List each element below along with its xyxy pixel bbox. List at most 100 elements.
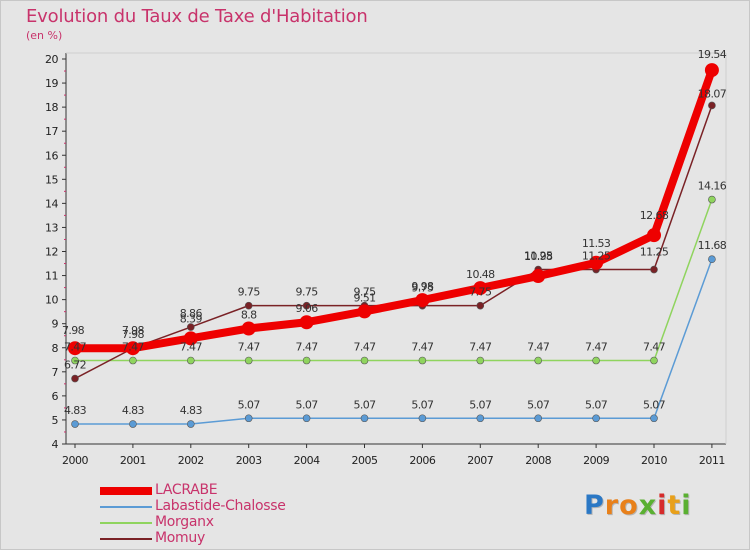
logo-letter: r [604, 490, 620, 521]
data-label-morganx: 7.47 [296, 341, 319, 354]
data-label-lacrabe: 7.98 [62, 324, 85, 337]
data-point-labastide-chalosse [650, 414, 658, 423]
y-tick-label: 6 [52, 390, 59, 403]
y-tick-label: 7 [52, 366, 59, 379]
data-label-labastide-chalosse: 4.83 [180, 404, 203, 417]
data-label-labastide-chalosse: 11.68 [698, 239, 727, 252]
x-tick-label: 2000 [62, 454, 88, 467]
x-tick-label: 2006 [409, 454, 435, 467]
data-point-lacrabe [125, 341, 140, 356]
data-point-momuy [244, 301, 253, 310]
data-label-morganx: 7.47 [353, 341, 376, 354]
data-label-momuy: 11.25 [582, 250, 611, 263]
data-label-morganx: 7.47 [585, 341, 608, 354]
data-label-lacrabe: 12.68 [640, 209, 669, 222]
x-tick-label: 2007 [467, 454, 493, 467]
x-tick-label: 2008 [525, 454, 551, 467]
logo-letter: x [638, 490, 658, 521]
data-label-labastide-chalosse: 4.83 [122, 404, 145, 417]
chart-subtitle: (en %) [26, 29, 63, 42]
proxiti-logo: Proxiti [584, 490, 692, 521]
data-label-lacrabe: 10.98 [524, 250, 553, 263]
data-point-lacrabe [704, 63, 719, 78]
axes: 4 5 6 7 8 9 10 11 12 13 14 15 16 17 18 19 20 2000 2001 2002… [45, 52, 727, 467]
data-point-labastide-chalosse [708, 255, 716, 264]
data-label-lacrabe: 8.39 [180, 312, 203, 325]
data-label-morganx: 7.47 [643, 341, 666, 354]
data-label-morganx: 7.47 [238, 341, 261, 354]
data-point-momuy [302, 301, 311, 310]
data-point-morganx [360, 356, 369, 365]
data-label-morganx: 7.47 [180, 341, 203, 354]
y-tick-label: 16 [45, 149, 58, 162]
data-point-lacrabe [241, 321, 256, 336]
y-tick-label: 20 [45, 53, 58, 66]
logo-letter: i [681, 490, 692, 521]
legend-label-morganx: Morganx [155, 514, 214, 530]
data-label-lacrabe: 7.98 [122, 324, 145, 337]
data-point-lacrabe [531, 269, 546, 284]
legend-label-momuy: Momuy [155, 530, 205, 546]
series-line-momuy [74, 104, 713, 380]
data-point-labastide-chalosse [534, 414, 543, 423]
y-tick-label: 13 [45, 221, 58, 234]
data-point-labastide-chalosse [476, 414, 485, 423]
x-tick-label: 2009 [583, 454, 609, 467]
x-tick-label: 2010 [641, 454, 667, 467]
data-point-momuy [187, 323, 195, 331]
data-point-momuy [650, 265, 658, 274]
data-point-morganx [302, 356, 311, 365]
data-label-momuy: 18.07 [698, 87, 727, 100]
y-tick-label: 19 [45, 77, 58, 90]
data-label-momuy: 9.75 [353, 286, 376, 299]
logo-letter: o [619, 490, 639, 521]
legend-swatch-morganx [100, 522, 152, 524]
data-label-labastide-chalosse: 4.83 [64, 404, 87, 417]
y-tick-label: 18 [45, 101, 58, 114]
data-point-momuy [476, 301, 485, 310]
data-label-momuy: 9.75 [411, 282, 434, 295]
data-label-labastide-chalosse: 5.07 [527, 398, 550, 411]
data-label-lacrabe: 9.51 [353, 291, 375, 304]
data-label-labastide-chalosse: 5.07 [643, 398, 666, 411]
logo-letter: t [667, 490, 682, 521]
y-tick-label: 10 [45, 294, 58, 307]
chart-title: Evolution du Taux de Taxe d'Habitation [26, 6, 368, 27]
data-point-momuy [708, 101, 716, 110]
data-point-lacrabe [299, 315, 314, 330]
y-tick-label: 15 [45, 173, 58, 186]
data-point-lacrabe [357, 304, 372, 319]
data-label-labastide-chalosse: 5.07 [585, 398, 608, 411]
data-label-labastide-chalosse: 5.07 [238, 398, 261, 411]
y-tick-label: 11 [45, 270, 58, 283]
legend-label-lacrabe: LACRABE [155, 482, 218, 498]
data-point-momuy [71, 374, 79, 383]
y-tick-label: 5 [52, 414, 59, 427]
data-point-labastide-chalosse [187, 420, 195, 428]
data-label-momuy: 6.72 [64, 359, 86, 372]
x-tick-label: 2011 [699, 454, 725, 467]
data-label-morganx: 7.47 [469, 341, 492, 354]
data-label-morganx: 14.16 [698, 180, 727, 193]
data-label-momuy: 9.75 [238, 286, 261, 299]
legend-swatch-labastide-chalosse [100, 506, 152, 508]
data-label-labastide-chalosse: 5.07 [353, 398, 376, 411]
data-point-morganx [708, 195, 716, 204]
data-label-lacrabe: 19.54 [698, 48, 727, 61]
data-point-lacrabe [183, 331, 198, 346]
data-point-morganx [129, 356, 137, 365]
data-label-morganx: 7.47 [64, 341, 87, 354]
data-point-morganx [534, 356, 543, 365]
data-point-morganx [418, 356, 427, 365]
x-tick-label: 2001 [120, 454, 146, 467]
data-point-lacrabe [415, 293, 430, 308]
y-tick-label: 17 [45, 125, 58, 138]
data-label-morganx: 7.47 [411, 341, 434, 354]
data-point-morganx [187, 356, 195, 365]
data-point-labastide-chalosse [360, 414, 369, 423]
data-label-lacrabe: 10.48 [466, 268, 495, 281]
data-label-lacrabe: 9.06 [296, 302, 319, 315]
data-label-labastide-chalosse: 5.07 [296, 398, 319, 411]
